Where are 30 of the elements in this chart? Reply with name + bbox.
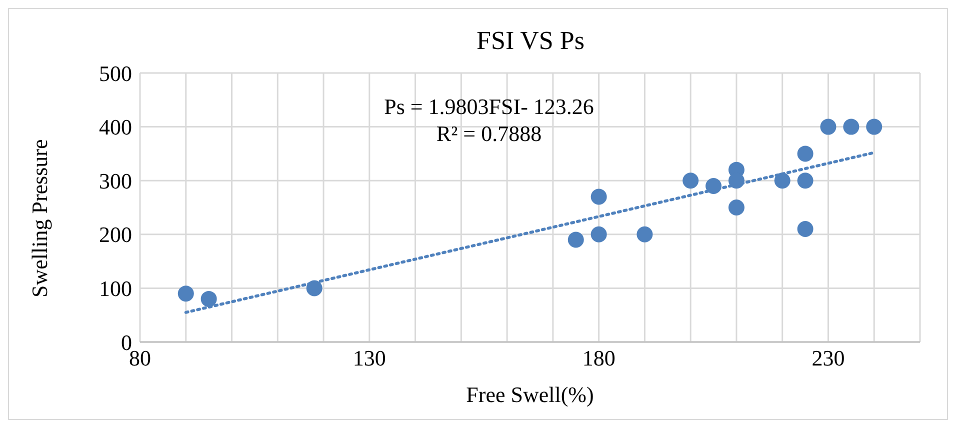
point (568, 232, 584, 248)
point (797, 172, 814, 189)
point (200, 290, 217, 307)
point (774, 172, 790, 189)
x-tick-label: 180 (582, 346, 616, 371)
point (636, 226, 653, 242)
point (797, 146, 814, 162)
x-axis-title: Free Swell(%) (466, 382, 594, 407)
annotation: Ps = 1.9803FSI- 123.26 (384, 94, 594, 119)
point (178, 286, 194, 302)
y-tick-label: 200 (99, 222, 132, 248)
point (820, 118, 836, 135)
chart-title: FSI VS Ps (476, 26, 584, 55)
annotation: R² = 0.7888 (436, 121, 542, 146)
y-tick-label: 100 (99, 276, 132, 302)
y-axis-title: Swelling Pressure (26, 139, 52, 298)
point (797, 221, 814, 238)
point (306, 280, 322, 296)
y-tick-label: 400 (99, 114, 132, 140)
point (843, 118, 860, 135)
y-tick-label: 300 (99, 168, 132, 194)
point (590, 226, 607, 242)
point (706, 178, 722, 194)
point (728, 200, 744, 216)
y-tick-label: 500 (99, 60, 132, 86)
point (590, 188, 607, 205)
point (866, 118, 882, 135)
x-tick-label: 230 (812, 346, 845, 371)
x-tick-label: 130 (352, 346, 386, 371)
point (682, 172, 699, 189)
